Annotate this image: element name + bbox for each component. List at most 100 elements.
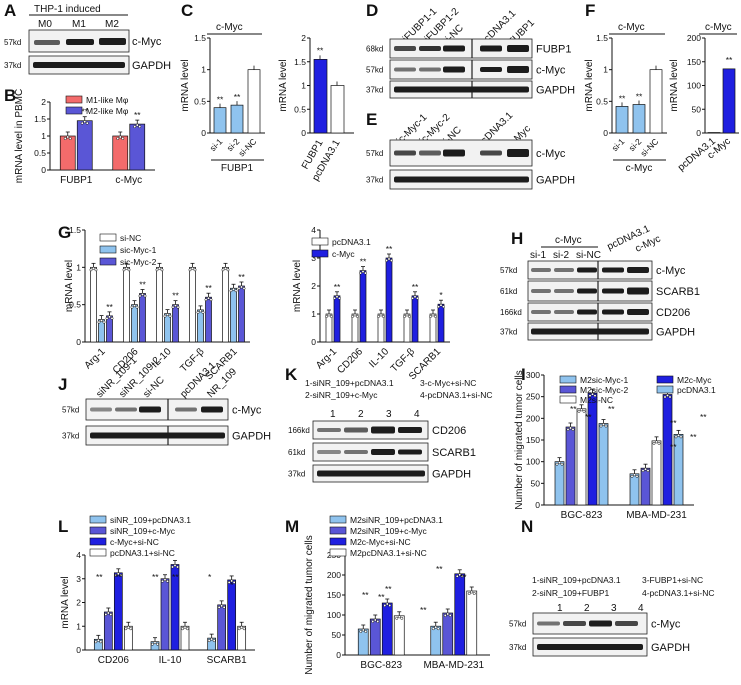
band bbox=[139, 406, 161, 413]
panel-letter-h: H bbox=[511, 229, 523, 248]
legend-swatch bbox=[329, 548, 347, 557]
data-point bbox=[437, 305, 440, 309]
significance-label: ** bbox=[700, 412, 707, 422]
data-point bbox=[373, 618, 377, 622]
legend-label: 3-FUBP1+si-NC bbox=[642, 575, 703, 585]
significance-label: ** bbox=[96, 572, 103, 582]
band bbox=[344, 450, 368, 454]
data-point bbox=[130, 305, 134, 309]
data-point bbox=[382, 315, 385, 318]
significance-label: ** bbox=[636, 92, 643, 102]
legend-label: 1-siNR_109+pcDNA3.1 bbox=[532, 575, 621, 585]
data-point bbox=[212, 639, 216, 643]
data-point bbox=[582, 409, 586, 413]
data-point bbox=[63, 137, 67, 140]
kd-label: 166kd bbox=[500, 308, 522, 317]
data-point bbox=[188, 268, 192, 272]
bar bbox=[139, 293, 146, 343]
y-axis-label: mRNA level bbox=[669, 59, 680, 111]
panel-l-chart: 0 1 2 3 4 mRNA level CD206 IL-10 SCARB1 siNR_109+… bbox=[60, 515, 255, 666]
panel-letter-f: F bbox=[585, 1, 595, 20]
x-tick-label: SCARB1 bbox=[207, 655, 247, 666]
protein-label: GAPDH bbox=[536, 85, 575, 97]
bar bbox=[640, 467, 651, 506]
y-tick-label: 1 bbox=[603, 65, 608, 75]
y-tick-label: 0 bbox=[696, 128, 701, 138]
bar bbox=[649, 69, 663, 134]
y-tick-label: 200 bbox=[327, 570, 341, 580]
data-point bbox=[588, 394, 592, 398]
band bbox=[344, 427, 368, 433]
data-point bbox=[558, 461, 561, 465]
bar bbox=[411, 295, 419, 343]
data-point bbox=[434, 315, 437, 318]
data-point bbox=[655, 440, 658, 444]
band bbox=[554, 289, 574, 293]
legend-label: 2-siNR_109+c-Myc bbox=[305, 390, 378, 400]
legend-label: M2sic-Myc-2 bbox=[580, 385, 628, 395]
data-point bbox=[442, 305, 445, 309]
band bbox=[317, 470, 425, 477]
legend-swatch bbox=[89, 548, 107, 557]
y-tick-label: 250 bbox=[526, 392, 540, 402]
kd-label: 37kd bbox=[366, 176, 383, 185]
y-tick-label: 150 bbox=[526, 435, 540, 445]
data-point bbox=[364, 271, 367, 275]
band bbox=[577, 309, 597, 315]
data-point bbox=[377, 315, 380, 318]
data-point bbox=[327, 313, 331, 317]
bar bbox=[403, 313, 411, 343]
y-tick-label: 2 bbox=[41, 97, 46, 107]
data-point bbox=[153, 641, 157, 645]
band bbox=[371, 426, 395, 434]
panel-n-blot: 1-siNR_109+pcDNA3.1 3-FUBP1+si-NC 2-siNR_1… bbox=[509, 575, 715, 657]
y-tick-label: 50 bbox=[531, 478, 541, 488]
legend-label: 4-pcDNA3.1+si-NC bbox=[642, 588, 715, 598]
data-point bbox=[174, 304, 177, 308]
band bbox=[531, 328, 649, 335]
panel-letter-i: I bbox=[521, 365, 526, 384]
legend-swatch bbox=[329, 537, 347, 546]
band bbox=[419, 150, 441, 156]
x-tick-label: c-Myc bbox=[115, 175, 142, 186]
legend-swatch bbox=[89, 515, 107, 524]
data-point bbox=[176, 305, 180, 309]
legend-swatch bbox=[656, 385, 674, 394]
data-point bbox=[110, 316, 114, 320]
data-point bbox=[385, 602, 389, 606]
data-point bbox=[133, 304, 136, 308]
significance-label: ** bbox=[420, 605, 427, 615]
legend-label: M2siNR_109+pcDNA3.1 bbox=[350, 515, 443, 525]
bar bbox=[437, 303, 445, 343]
legend-label: M2pcDNA3.1+si-NC bbox=[350, 548, 427, 558]
bar bbox=[359, 270, 367, 343]
data-point bbox=[397, 615, 401, 619]
kd-label: 57kd bbox=[4, 38, 21, 47]
significance-label: ** bbox=[205, 283, 212, 293]
band bbox=[175, 407, 197, 412]
data-point bbox=[156, 642, 159, 646]
kd-label: 57kd bbox=[366, 66, 383, 75]
panel-a-lane-m1: M1 bbox=[72, 19, 86, 30]
data-point bbox=[237, 287, 241, 290]
data-point bbox=[158, 266, 161, 270]
y-tick-label: 150 bbox=[327, 590, 341, 600]
y-tick-label: 200 bbox=[526, 413, 540, 423]
data-point bbox=[209, 298, 213, 302]
lane-label: 1 bbox=[557, 603, 563, 614]
legend-swatch bbox=[311, 237, 329, 246]
band bbox=[419, 46, 441, 51]
data-point bbox=[674, 435, 678, 439]
panel-letter-k: K bbox=[285, 365, 298, 384]
significance-label: ** bbox=[152, 572, 159, 582]
data-point bbox=[242, 287, 246, 290]
y-tick-label: 2 bbox=[301, 33, 306, 43]
data-point bbox=[240, 625, 244, 629]
data-point bbox=[472, 592, 476, 595]
significance-label: ** bbox=[385, 584, 392, 594]
bar bbox=[651, 440, 662, 506]
group-label: FUBP1 bbox=[221, 163, 254, 174]
